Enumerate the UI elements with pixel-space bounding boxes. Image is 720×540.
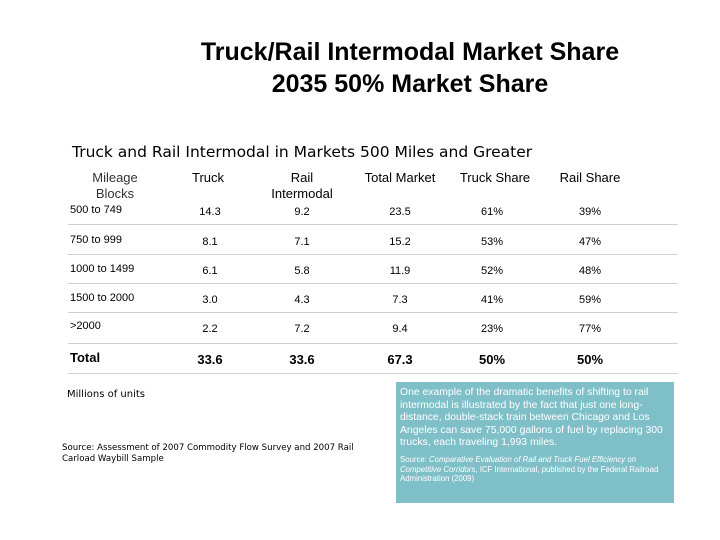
- header-mileage-blocks: Mileage Blocks: [92, 170, 138, 201]
- table-subtitle: Truck and Rail Intermodal in Markets 500…: [72, 143, 533, 161]
- row-divider: [68, 343, 678, 344]
- cell-total: 9.4: [392, 323, 408, 335]
- cell-total: 11.9: [389, 265, 411, 277]
- header-rail-share: Rail Share: [559, 170, 621, 185]
- cell-truck: 14.3: [199, 206, 221, 218]
- cell-rail: 9.2: [294, 206, 310, 218]
- title-line-1: Truck/Rail Intermodal Market Share: [200, 38, 620, 66]
- header-total-market: Total Market: [364, 170, 436, 185]
- cell-rail: 4.3: [294, 294, 310, 306]
- row-label-over-2000: >2000: [70, 320, 101, 332]
- row-divider: [68, 254, 678, 255]
- cell-truck-share: 41%: [480, 294, 504, 306]
- row-label-1500-2000: 1500 to 2000: [70, 292, 135, 304]
- header-truck-share: Truck Share: [459, 170, 531, 185]
- cell-truck: 2.2: [202, 323, 218, 335]
- row-label-total: Total: [70, 350, 101, 365]
- row-label-1000-1499: 1000 to 1499: [70, 263, 135, 275]
- row-divider: [68, 283, 678, 284]
- cell-truck-share: 23%: [480, 323, 504, 335]
- cell-total: 7.3: [392, 294, 408, 306]
- cell-rail-share: 47%: [578, 236, 602, 248]
- cell-total-rail: 33.6: [289, 352, 315, 367]
- cell-total-truck: 33.6: [197, 352, 223, 367]
- cell-total-rail-share: 50%: [576, 352, 604, 367]
- callout-source: Source: Comparative Evaluation of Rail a…: [400, 454, 659, 484]
- cell-rail-share: 59%: [578, 294, 602, 306]
- row-divider: [68, 373, 678, 374]
- callout-source-title: Comparative Evaluation of Rail and Truck…: [400, 454, 637, 474]
- header-truck: Truck: [191, 170, 225, 185]
- row-divider: [68, 224, 678, 225]
- cell-truck: 8.1: [202, 236, 218, 248]
- callout-text: One example of the dramatic benefits of …: [400, 387, 663, 449]
- source-note: Source: Assessment of 2007 Commodity Flo…: [62, 443, 354, 464]
- cell-truck: 3.0: [202, 294, 218, 306]
- cell-rail: 5.8: [294, 265, 310, 277]
- cell-rail: 7.1: [294, 236, 310, 248]
- cell-rail: 7.2: [294, 323, 310, 335]
- row-label-500-749: 500 to 749: [70, 204, 122, 216]
- fuel-savings-callout: One example of the dramatic benefits of …: [396, 382, 674, 503]
- units-note: Millions of units: [67, 389, 145, 400]
- cell-total-market: 67.3: [387, 352, 413, 367]
- cell-rail-share: 39%: [578, 206, 602, 218]
- cell-total: 23.5: [389, 206, 411, 218]
- row-label-750-999: 750 to 999: [70, 234, 122, 246]
- cell-truck-share: 61%: [480, 206, 504, 218]
- cell-truck-share: 52%: [480, 265, 504, 277]
- cell-rail-share: 77%: [578, 323, 602, 335]
- cell-total: 15.2: [389, 236, 411, 248]
- cell-total-truck-share: 50%: [478, 352, 506, 367]
- slide-title: Truck/Rail Intermodal Market Share 2035 …: [150, 36, 670, 100]
- cell-rail-share: 48%: [578, 265, 602, 277]
- row-divider: [68, 312, 678, 313]
- header-rail-intermodal: Rail Intermodal: [271, 170, 333, 201]
- cell-truck-share: 53%: [480, 236, 504, 248]
- cell-truck: 6.1: [202, 265, 218, 277]
- title-line-2: 2035 50% Market Share: [271, 70, 549, 98]
